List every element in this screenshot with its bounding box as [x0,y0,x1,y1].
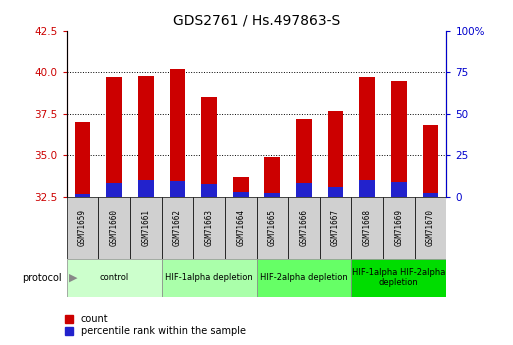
Bar [106,77,122,197]
Text: GSM71659: GSM71659 [78,209,87,246]
Bar [351,197,383,259]
Bar [67,197,98,259]
Bar [383,197,415,259]
Text: ▶: ▶ [69,273,78,283]
Text: HIF-2alpha depletion: HIF-2alpha depletion [260,273,348,282]
Text: GSM71669: GSM71669 [394,209,403,246]
Bar [391,81,407,197]
Bar [423,126,439,197]
Bar [233,192,249,197]
Text: GSM71667: GSM71667 [331,209,340,246]
Bar [296,183,312,197]
Bar [359,180,375,197]
Text: GSM71664: GSM71664 [236,209,245,246]
Bar [98,197,130,259]
Text: GSM71662: GSM71662 [173,209,182,246]
Text: GSM71661: GSM71661 [141,209,150,246]
Bar [138,180,154,197]
Bar [201,97,217,197]
Bar [256,259,351,297]
Text: GSM71668: GSM71668 [363,209,372,246]
Text: protocol: protocol [22,273,62,283]
Bar [296,119,312,197]
Bar [193,197,225,259]
Bar [233,177,249,197]
Bar [256,197,288,259]
Bar [264,157,280,197]
Text: GDS2761 / Hs.497863-S: GDS2761 / Hs.497863-S [173,14,340,28]
Bar [74,122,90,197]
Bar [288,197,320,259]
Bar [169,69,185,197]
Text: HIF-1alpha HIF-2alpha
depletion: HIF-1alpha HIF-2alpha depletion [352,268,446,287]
Bar [328,110,344,197]
Bar [201,184,217,197]
Text: HIF-1alpha depletion: HIF-1alpha depletion [165,273,253,282]
Text: GSM71660: GSM71660 [110,209,119,246]
Bar [74,194,90,197]
Bar [130,197,162,259]
Text: GSM71663: GSM71663 [205,209,213,246]
Bar [391,182,407,197]
Bar [415,197,446,259]
Bar [225,197,256,259]
Bar [359,77,375,197]
Bar [328,187,344,197]
Bar [351,259,446,297]
Text: control: control [100,273,129,282]
Bar [264,193,280,197]
Bar [423,193,439,197]
Bar [106,184,122,197]
Bar [320,197,351,259]
Legend: count, percentile rank within the sample: count, percentile rank within the sample [61,310,250,340]
Text: GSM71665: GSM71665 [268,209,277,246]
Bar [138,76,154,197]
Bar [169,181,185,197]
Bar [67,259,162,297]
Bar [162,259,256,297]
Bar [162,197,193,259]
Text: GSM71666: GSM71666 [300,209,308,246]
Text: GSM71670: GSM71670 [426,209,435,246]
